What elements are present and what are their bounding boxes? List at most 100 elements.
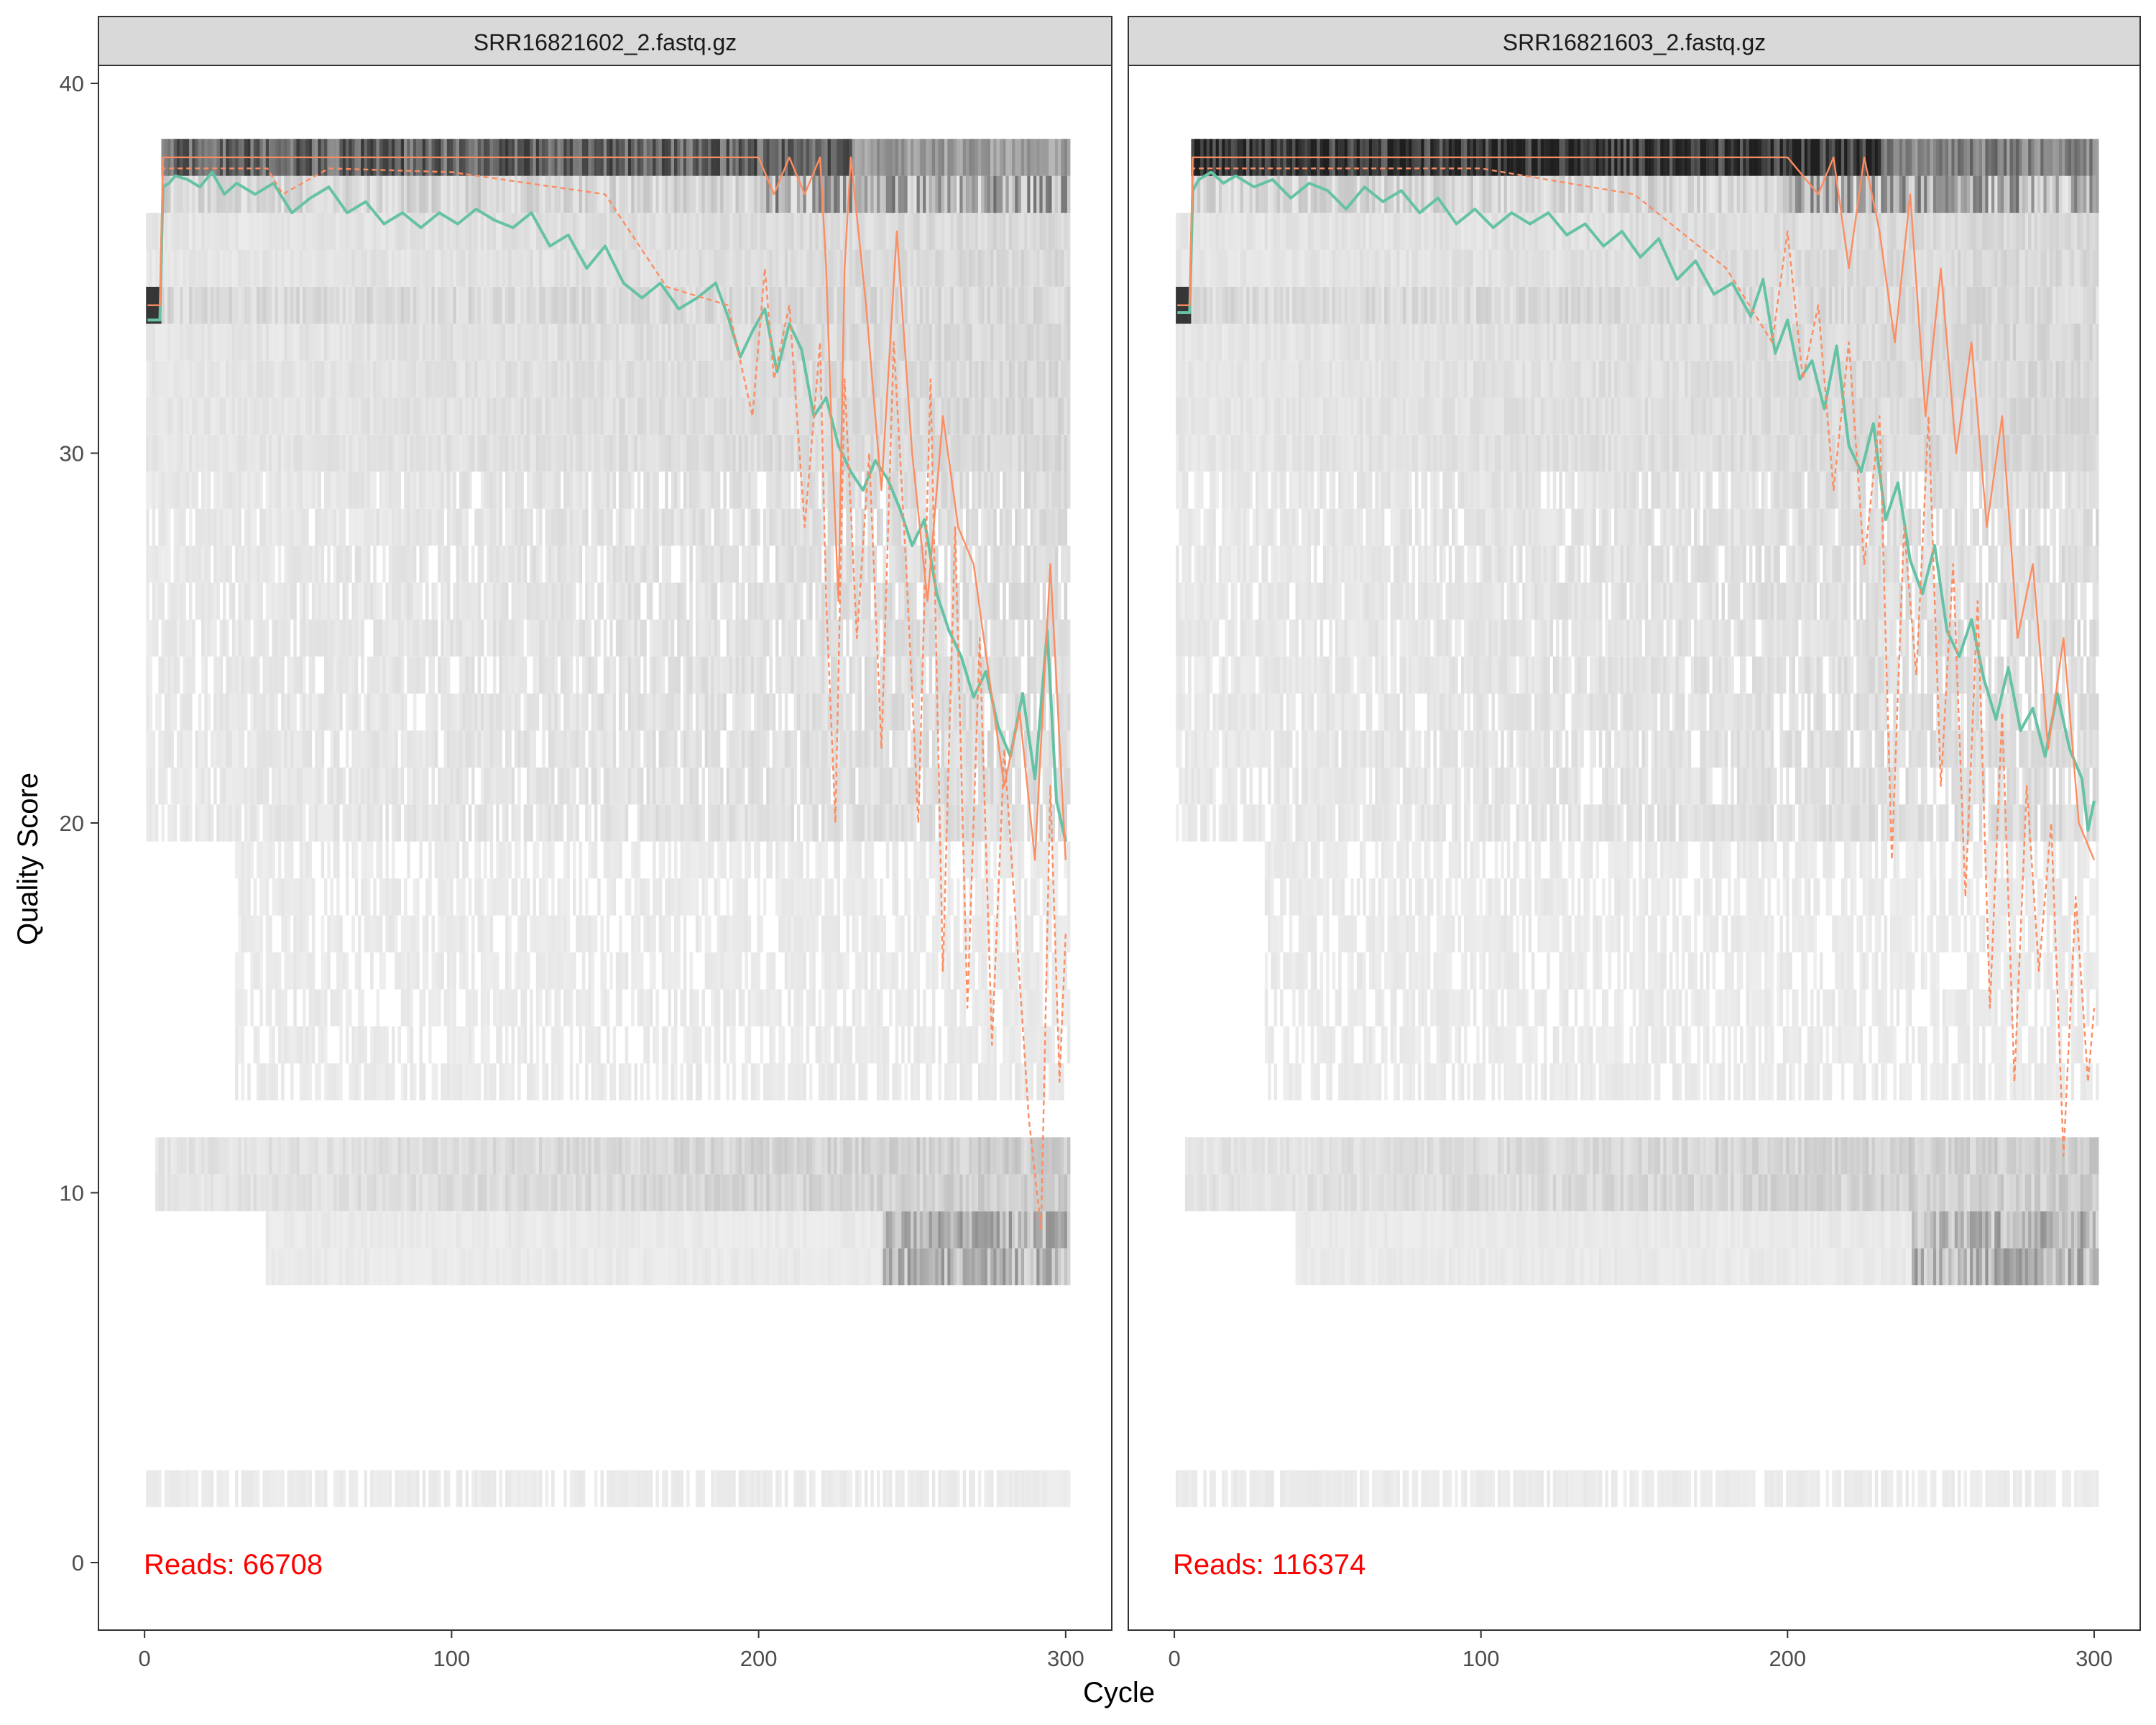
panel-1-heat-cell (419, 1137, 423, 1174)
panel-1-heat-cell (223, 546, 226, 583)
panel-1-heat-cell (195, 360, 198, 398)
panel-1-heat-cell (517, 508, 521, 546)
panel-1-heat-cell (413, 249, 417, 287)
panel-1-heat-cell (400, 1211, 405, 1248)
panel-1-heat-cell (180, 249, 183, 287)
panel-1-heat-cell (318, 767, 321, 805)
panel-1-heat-cell (545, 767, 549, 805)
panel-1-heat-cell (336, 693, 340, 731)
panel-1-heat-cell (262, 546, 266, 583)
panel-1-heat-cell (708, 546, 711, 583)
panel-1-heat-cell (299, 952, 303, 990)
panel-1-heat-cell (665, 1174, 668, 1212)
panel-1-heat-cell (526, 175, 530, 213)
panel-1-heat-cell (216, 434, 220, 472)
panel-1-heat-cell (683, 841, 687, 879)
panel-1-heat-cell (327, 213, 331, 250)
panel-1-heat-cell (622, 175, 625, 213)
panel-1-heat-cell (370, 582, 374, 620)
panel-1-heat-cell (480, 472, 484, 509)
panel-1-heat-cell (499, 1248, 502, 1286)
panel-1-heat-cell (303, 693, 306, 731)
panel-1-heat-cell (219, 508, 224, 546)
panel-1-heat-cell (303, 767, 306, 805)
panel-1-heat-cell (259, 175, 263, 213)
panel-1-heat-cell (677, 213, 681, 250)
panel-1-heat-cell (281, 693, 285, 731)
panel-1-heat-cell (265, 1211, 270, 1248)
panel-1-heat-cell (665, 175, 668, 213)
panel-1-heat-cell (508, 323, 512, 361)
panel-1-heat-cell (244, 878, 248, 916)
panel-1-heat-cell (422, 323, 426, 361)
panel-1-heat-cell (603, 804, 607, 842)
panel-1-heat-cell (581, 620, 586, 657)
panel-1-heat-cell (640, 360, 644, 398)
panel-1-heat-cell (204, 582, 208, 620)
panel-1-heat-cell (649, 620, 653, 657)
panel-1-heat-cell (318, 1174, 321, 1212)
panel-1-heat-cell (250, 323, 254, 361)
panel-1-heat-cell (250, 360, 254, 398)
panel-1-heat-cell (535, 841, 540, 879)
panel-1-heat-cell (732, 287, 736, 324)
panel-1-heat-cell (388, 213, 392, 250)
panel-1-heat-cell (554, 249, 558, 287)
panel-1-heat-cell (438, 989, 441, 1026)
panel-1-heat-cell (493, 730, 497, 768)
panel-1-heat-cell (634, 397, 637, 435)
panel-1-heat-cell (149, 767, 152, 805)
panel-1-heat-cell (723, 472, 727, 509)
panel-1-heat-cell (299, 767, 303, 805)
panel-1-heat-cell (468, 434, 472, 472)
panel-1-heat-cell (382, 472, 386, 509)
panel-1-heat-cell (496, 620, 499, 657)
panel-1-heat-cell (646, 1026, 650, 1064)
panel-1-heat-cell (723, 1174, 727, 1212)
panel-1-heat-cell (373, 434, 377, 472)
panel-1-heat-cell (607, 989, 610, 1026)
panel-1-heat-cell (653, 1174, 656, 1212)
panel-1-heat-cell (425, 767, 429, 805)
panel-1-heat-cell (229, 434, 232, 472)
panel-1-heat-cell (419, 767, 423, 805)
panel-1-heat-cell (318, 804, 321, 842)
panel-1-heat-cell (668, 323, 671, 361)
panel-1-heat-cell (229, 546, 232, 583)
panel-1-heat-cell (272, 582, 275, 620)
panel-1-heat-cell (265, 508, 270, 546)
panel-1-heat-cell (345, 582, 349, 620)
panel-1-heat-cell (683, 546, 687, 583)
panel-1-heat-cell (173, 1137, 178, 1174)
panel-1-heat-cell (689, 1211, 693, 1248)
panel-1-heat-cell (195, 582, 198, 620)
panel-1-heat-cell (609, 175, 613, 213)
panel-1-heat-cell (526, 1211, 530, 1248)
panel-1-heat-cell (487, 546, 490, 583)
panel-1-heat-cell (410, 434, 414, 472)
panel-1-heat-cell (735, 582, 739, 620)
panel-1-heat-cell (474, 730, 478, 768)
panel-1-heat-cell (265, 546, 270, 583)
panel-1-heat-cell (164, 1174, 168, 1212)
panel-1-heat-cell (468, 175, 472, 213)
panel-1-heat-cell (413, 472, 417, 509)
panel-1-heat-cell (686, 1248, 690, 1286)
panel-1-heat-cell (284, 546, 287, 583)
panel-1-heat-cell (434, 841, 438, 879)
panel-1-heat-cell (342, 287, 346, 324)
panel-1-heat-cell (695, 656, 699, 694)
panel-1-heat-cell (686, 1470, 690, 1507)
panel-1-heat-cell (612, 323, 617, 361)
panel-1-heat-cell (640, 878, 644, 916)
panel-1-heat-cell (625, 546, 629, 583)
panel-1-heat-cell (708, 952, 711, 990)
panel-1-heat-cell (609, 730, 613, 768)
panel-1-heat-cell (489, 952, 494, 990)
panel-1-heat-cell (535, 175, 540, 213)
panel-1-heat-cell (287, 841, 291, 879)
panel-1-heat-cell (560, 360, 564, 398)
panel-1-heat-cell (376, 656, 380, 694)
panel-1-heat-cell (631, 620, 635, 657)
panel-1-heat-cell (238, 915, 241, 953)
